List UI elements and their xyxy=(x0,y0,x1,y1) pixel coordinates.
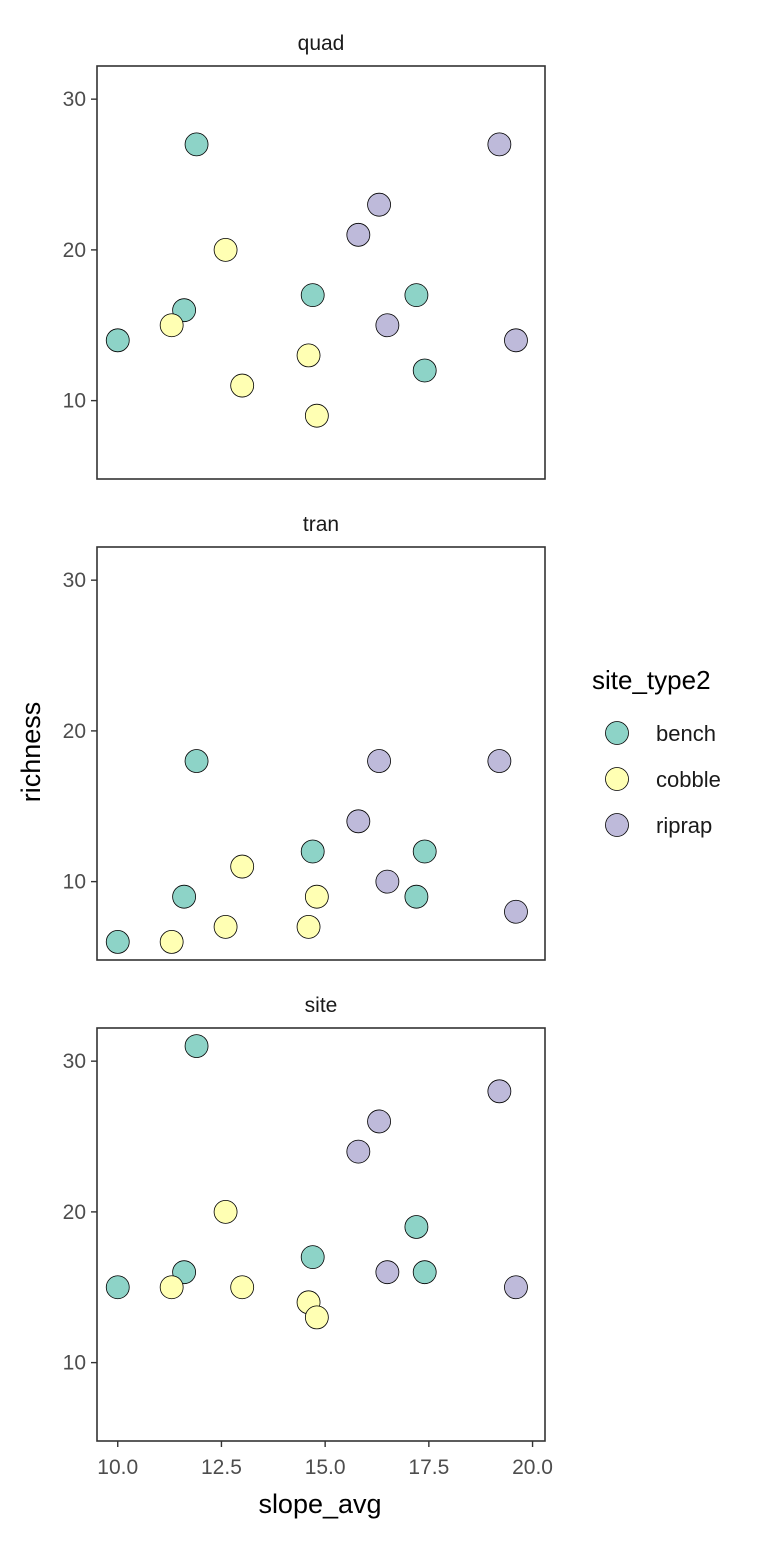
y-tick-label: 30 xyxy=(63,88,86,111)
data-point-riprap xyxy=(375,869,400,894)
data-point-cobble xyxy=(159,313,184,338)
data-point-riprap xyxy=(487,749,512,773)
data-point-bench xyxy=(105,1275,130,1300)
data-point-riprap xyxy=(346,1139,371,1164)
x-tick-label: 15.0 xyxy=(305,1456,346,1479)
x-axis-title: slope_avg xyxy=(258,1489,381,1519)
data-point-bench xyxy=(172,884,197,909)
data-point-riprap xyxy=(367,192,391,217)
facet-strip-label: site xyxy=(305,994,338,1017)
panel-border xyxy=(96,546,546,961)
data-point-cobble xyxy=(159,1275,184,1300)
facet-panel-site: site 10 20 30 10.0 12.5 15.0 17.5 20.0 xyxy=(63,994,553,1479)
legend-title: site_type2 xyxy=(592,665,711,695)
data-point-cobble xyxy=(230,854,255,879)
data-point-bench xyxy=(184,749,209,773)
data-point-cobble xyxy=(304,403,329,428)
data-point-cobble xyxy=(296,914,321,939)
x-tick-label: 20.0 xyxy=(512,1456,553,1479)
legend-key-bench xyxy=(605,721,629,745)
data-point-riprap xyxy=(375,313,400,338)
data-point-bench xyxy=(412,1260,437,1285)
data-point-bench xyxy=(300,283,325,308)
y-tick-label: 10 xyxy=(63,390,86,413)
y-tick-label: 20 xyxy=(63,1201,86,1224)
data-point-bench xyxy=(404,1215,429,1239)
data-point-bench xyxy=(404,283,429,308)
facet-strip-label: quad xyxy=(298,32,345,55)
facet-panel-tran: tran 10 20 30 xyxy=(63,513,546,961)
legend-key-riprap xyxy=(605,813,629,837)
legend-label-bench: bench xyxy=(656,721,716,746)
y-tick-label: 20 xyxy=(63,720,86,743)
data-point-riprap xyxy=(487,1079,512,1104)
x-tick-label: 10.0 xyxy=(97,1456,138,1479)
x-tick-label: 17.5 xyxy=(408,1456,449,1479)
data-point-riprap xyxy=(504,899,528,924)
data-point-bench xyxy=(105,930,130,954)
legend: site_type2 bench cobble riprap xyxy=(592,665,721,838)
data-point-riprap xyxy=(367,749,391,773)
panel-border xyxy=(96,65,546,480)
data-point-riprap xyxy=(504,328,528,353)
facet-panel-quad: quad 10 20 30 xyxy=(63,32,546,480)
data-point-bench xyxy=(105,328,130,353)
y-tick-label: 10 xyxy=(63,1352,86,1375)
facet-strip-label: tran xyxy=(303,513,339,536)
legend-label-cobble: cobble xyxy=(656,767,721,792)
x-tick-label: 12.5 xyxy=(201,1456,242,1479)
facet-panels: quad 10 20 30 tran 10 20 30 site 10 20 30 10.0 12.5 15… xyxy=(63,32,553,1479)
data-point-bench xyxy=(184,132,209,157)
data-point-riprap xyxy=(346,222,371,247)
legend-label-riprap: riprap xyxy=(656,813,712,838)
panel-border xyxy=(96,1027,546,1442)
data-point-riprap xyxy=(504,1275,528,1300)
data-point-riprap xyxy=(346,809,371,834)
data-point-cobble xyxy=(230,1275,255,1300)
data-point-bench xyxy=(412,358,437,383)
data-point-cobble xyxy=(304,884,329,909)
data-point-riprap xyxy=(375,1260,400,1285)
data-point-cobble xyxy=(213,237,238,262)
data-point-bench xyxy=(404,884,429,909)
y-tick-label: 10 xyxy=(63,871,86,894)
data-point-cobble xyxy=(230,373,255,398)
data-point-cobble xyxy=(296,343,321,368)
data-point-riprap xyxy=(487,132,512,157)
data-point-bench xyxy=(300,1245,325,1270)
data-point-cobble xyxy=(213,914,238,939)
y-tick-label: 20 xyxy=(63,239,86,262)
y-axis-title: richness xyxy=(16,702,46,803)
data-point-riprap xyxy=(367,1109,391,1134)
data-point-cobble xyxy=(213,1199,238,1224)
data-point-cobble xyxy=(304,1305,329,1330)
y-tick-label: 30 xyxy=(63,1050,86,1073)
data-point-bench xyxy=(300,839,325,864)
data-point-bench xyxy=(412,839,437,864)
legend-key-cobble xyxy=(605,767,629,791)
data-point-bench xyxy=(184,1034,209,1058)
data-point-cobble xyxy=(159,930,184,954)
y-tick-label: 30 xyxy=(63,569,86,592)
